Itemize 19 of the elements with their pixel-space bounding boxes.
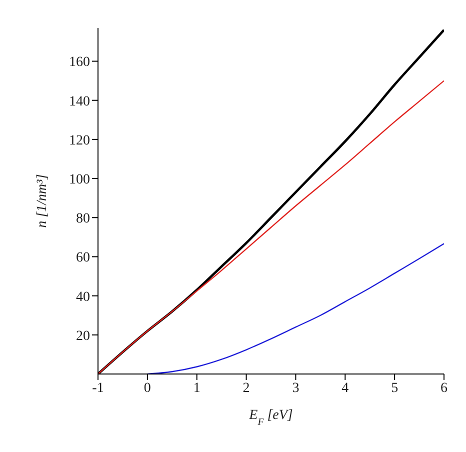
x-tick-label: -1 <box>92 380 104 396</box>
x-tick-label: 3 <box>292 380 300 396</box>
x-tick-label: 6 <box>440 380 448 396</box>
y-tick-label: 160 <box>69 55 90 70</box>
x-axis-title: E$_{F}$ [eV] <box>248 408 293 428</box>
y-tick-label: 20 <box>76 328 90 344</box>
x-tick-label: 4 <box>342 380 349 396</box>
x-tick-label: 2 <box>242 380 250 396</box>
y-tick-label: 140 <box>69 94 90 110</box>
y-axis-title: n [1/nm³] <box>35 174 50 228</box>
x-tick-label: 5 <box>391 380 398 396</box>
y-tick-label: 120 <box>69 133 90 148</box>
x-tick-label: 0 <box>144 380 151 396</box>
y-tick-label: 80 <box>76 212 90 227</box>
y-tick-label: 60 <box>76 250 90 266</box>
y-tick-label: 40 <box>76 290 90 305</box>
y-tick-label: 100 <box>69 172 90 188</box>
x-tick-label: 1 <box>193 380 200 396</box>
line-series <box>146 243 444 374</box>
